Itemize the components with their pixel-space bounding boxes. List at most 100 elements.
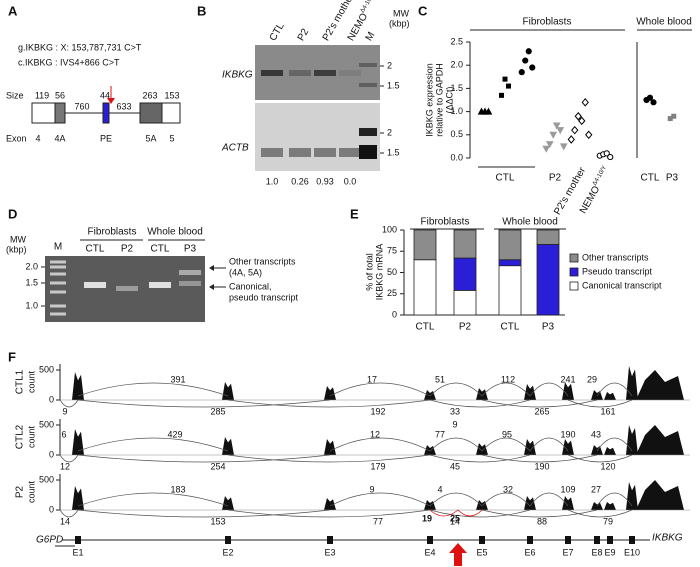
- junction-arc: [429, 454, 531, 463]
- mw-label: MW: [10, 234, 26, 244]
- size-value: 760: [74, 101, 89, 111]
- group-label: Whole blood: [502, 217, 558, 228]
- data-point: [650, 99, 657, 106]
- band: [314, 148, 336, 157]
- size-value: 263: [142, 90, 157, 100]
- panel-label: F: [8, 349, 16, 364]
- mw-tick-label: 1.5: [25, 277, 38, 287]
- variant-arrow: [449, 543, 467, 566]
- coverage-peak: [72, 486, 84, 510]
- annotation: (4A, 5A): [229, 267, 262, 277]
- panel-label: D: [8, 206, 17, 221]
- junction-arc: [429, 492, 483, 507]
- category-label: P2: [459, 322, 472, 333]
- exon-label: E10: [624, 547, 640, 557]
- exon-label: E7: [562, 547, 573, 557]
- junction-count: 79: [603, 516, 613, 526]
- junction-count: 27: [591, 484, 601, 494]
- junction-arc: [529, 492, 569, 507]
- band: [50, 281, 66, 285]
- junction-count: 391: [170, 374, 185, 384]
- junction-count: 95: [502, 429, 512, 439]
- legend-label: Pseudo transcript: [582, 266, 653, 276]
- novel-arc: [457, 509, 483, 517]
- bar-segment: [453, 289, 477, 316]
- y-tick-label: 50: [387, 267, 397, 277]
- coverage-peak: [591, 445, 603, 455]
- junction-arc: [596, 437, 633, 452]
- junction-count: 112: [501, 374, 515, 384]
- legend-label: Canonical transcript: [582, 280, 662, 290]
- band: [359, 63, 377, 67]
- coverage-peak: [424, 445, 436, 455]
- novel-count: 19: [422, 513, 432, 523]
- category-name: NEMO: [578, 184, 603, 216]
- band: [84, 282, 106, 288]
- exon-box: [31, 102, 56, 124]
- lane-sup: Δ4-10/Y: [359, 0, 375, 14]
- coverage-peak: [562, 382, 574, 400]
- junction-arc: [77, 399, 331, 408]
- data-point: [499, 92, 504, 98]
- data-point: [603, 150, 610, 157]
- annotation: pseudo transcript: [229, 292, 299, 302]
- band: [314, 70, 336, 76]
- junction-arc: [529, 382, 569, 397]
- band: [179, 281, 201, 286]
- coverage-peak: [636, 425, 684, 455]
- exon-box: [54, 102, 66, 124]
- data-point: [484, 107, 493, 115]
- size-value: 153: [164, 90, 179, 100]
- mw-label: MW: [393, 8, 409, 18]
- y-tick-label: 25: [387, 288, 397, 298]
- junction-arc: [329, 382, 431, 397]
- y-tick-label: 0: [49, 394, 54, 404]
- coverage-peak: [626, 366, 638, 400]
- row-label: CTL2: [15, 424, 26, 449]
- row-label: ACTB: [221, 143, 249, 154]
- band: [50, 290, 66, 294]
- legend-label: Other transcripts: [582, 252, 649, 262]
- junction-arc: [227, 454, 431, 463]
- variant-cdna: c.IKBKG : IVS4+866 C>T: [18, 57, 120, 67]
- gene-exon: [629, 536, 635, 544]
- gene-exon: [327, 536, 333, 544]
- lane-label: P2: [295, 26, 311, 42]
- y-tick-label: 0.0: [450, 152, 463, 162]
- annotation: Other transcripts: [229, 256, 296, 266]
- panel-label: C: [418, 3, 428, 18]
- arrow-head: [209, 284, 214, 290]
- size-label: Size: [6, 90, 24, 100]
- data-point: [525, 48, 532, 55]
- gene-exon: [75, 536, 81, 544]
- junction-arc: [481, 437, 531, 452]
- coverage-peak: [562, 496, 574, 510]
- coverage-peak: [604, 392, 616, 400]
- gene-exon: [479, 536, 485, 544]
- panel-label: E: [350, 206, 359, 221]
- y-tick-label: 500: [39, 364, 54, 374]
- gene-exon: [594, 536, 600, 544]
- coverage-peak: [476, 388, 488, 400]
- lane-label: P2: [121, 244, 134, 255]
- data-point: [518, 69, 525, 76]
- gene-exon: [607, 536, 613, 544]
- y-tick-label: 500: [39, 419, 54, 429]
- gene-exon: [527, 536, 533, 544]
- coverage-peak: [222, 382, 234, 400]
- category-label: CTL: [501, 322, 520, 333]
- size-value: 44: [100, 90, 110, 100]
- coverage-peak: [626, 482, 638, 510]
- category-label: CTL: [416, 322, 435, 333]
- junction-count: 4: [437, 484, 442, 494]
- junction-count: 265: [534, 406, 549, 416]
- arrow-head: [107, 98, 115, 104]
- junction-arc: [329, 437, 431, 452]
- category-label: P3: [542, 322, 555, 333]
- band: [50, 260, 66, 264]
- y-axis-label: count: [26, 480, 36, 503]
- y-tick-label: 1.5: [450, 83, 463, 93]
- lane-name: CTL: [267, 21, 286, 43]
- y-tick-label: 1.0: [450, 106, 463, 116]
- data-point: [506, 83, 511, 89]
